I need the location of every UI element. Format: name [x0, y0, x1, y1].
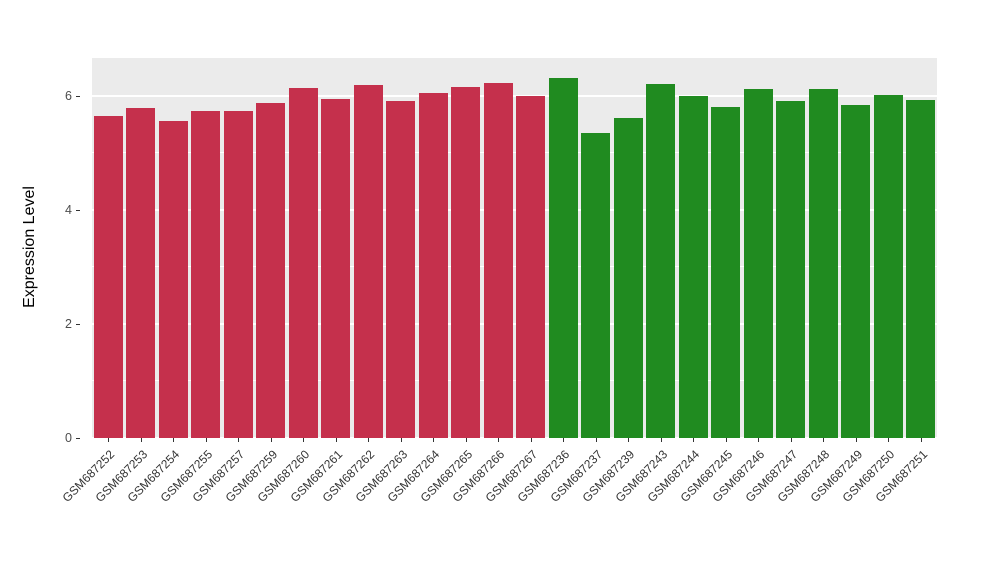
- x-tick-mark: [595, 438, 597, 442]
- x-tick-mark: [855, 438, 857, 442]
- x-tick-mark: [693, 438, 695, 442]
- x-tick-mark: [823, 438, 825, 442]
- x-tick-mark: [628, 438, 630, 442]
- gridline-minor: [92, 266, 937, 268]
- x-tick-mark: [238, 438, 240, 442]
- gridline-major: [92, 437, 937, 439]
- bar-GSM687248: [808, 88, 838, 438]
- gridline-major: [92, 322, 937, 325]
- x-tick-mark: [530, 438, 532, 442]
- bar-GSM687266: [483, 83, 513, 438]
- x-tick-mark: [173, 438, 175, 442]
- x-tick-mark: [888, 438, 890, 442]
- x-tick-mark: [660, 438, 662, 442]
- x-tick-mark: [140, 438, 142, 442]
- x-tick-mark: [303, 438, 305, 442]
- bar-GSM687253: [126, 108, 156, 438]
- bar-GSM687250: [873, 94, 903, 438]
- x-tick-mark: [498, 438, 500, 442]
- bar-GSM687265: [451, 87, 481, 438]
- gridline-major: [92, 208, 937, 211]
- x-tick-mark: [465, 438, 467, 442]
- y-tick-label: 2: [65, 316, 72, 331]
- y-tick-label: 6: [65, 88, 72, 103]
- gridline-minor: [92, 152, 937, 154]
- bar-GSM687264: [418, 92, 448, 438]
- bar-GSM687243: [646, 84, 676, 438]
- gridline-major: [92, 94, 937, 97]
- bar-GSM687261: [321, 98, 351, 438]
- bar-GSM687255: [191, 111, 221, 438]
- x-tick-mark: [368, 438, 370, 442]
- bar-GSM687247: [776, 100, 806, 438]
- bar-GSM687237: [581, 132, 611, 438]
- bar-GSM687257: [223, 111, 253, 438]
- bar-GSM687254: [158, 121, 188, 438]
- y-tick-mark: [76, 209, 80, 211]
- x-tick-mark: [205, 438, 207, 442]
- y-tick-label: 0: [65, 431, 72, 445]
- bar-GSM687246: [743, 88, 773, 438]
- x-tick-mark: [920, 438, 922, 442]
- bar-GSM687262: [353, 85, 383, 438]
- bar-GSM687263: [386, 100, 416, 438]
- bar-GSM687239: [613, 118, 643, 438]
- bar-GSM687267: [516, 95, 546, 438]
- x-tick-mark: [270, 438, 272, 442]
- x-tick-mark: [790, 438, 792, 442]
- bar-GSM687244: [678, 96, 708, 438]
- y-axis: 0 2 4 6: [0, 58, 84, 444]
- y-tick-mark: [76, 438, 80, 439]
- y-tick-mark: [76, 323, 80, 325]
- bar-GSM687236: [548, 77, 578, 438]
- bar-GSM687245: [711, 107, 741, 438]
- bar-GSM687249: [841, 105, 871, 438]
- x-tick-mark: [563, 438, 565, 442]
- x-tick-mark: [335, 438, 337, 442]
- x-tick-mark: [725, 438, 727, 442]
- x-tick-mark: [108, 438, 110, 442]
- bar-GSM687252: [93, 115, 123, 438]
- x-tick-mark: [758, 438, 760, 442]
- bar-GSM687260: [288, 88, 318, 438]
- y-tick-mark: [76, 95, 80, 97]
- x-tick-mark: [433, 438, 435, 442]
- x-axis: GSM687252 GSM687253 GSM687254 GSM687255 GSM6…: [60, 438, 937, 578]
- bar-GSM687259: [256, 103, 286, 438]
- x-tick-mark: [400, 438, 402, 442]
- bar-GSM687251: [906, 99, 936, 438]
- y-tick-label: 4: [65, 202, 72, 217]
- gridline-minor: [92, 380, 937, 382]
- plot-panel: [92, 58, 937, 439]
